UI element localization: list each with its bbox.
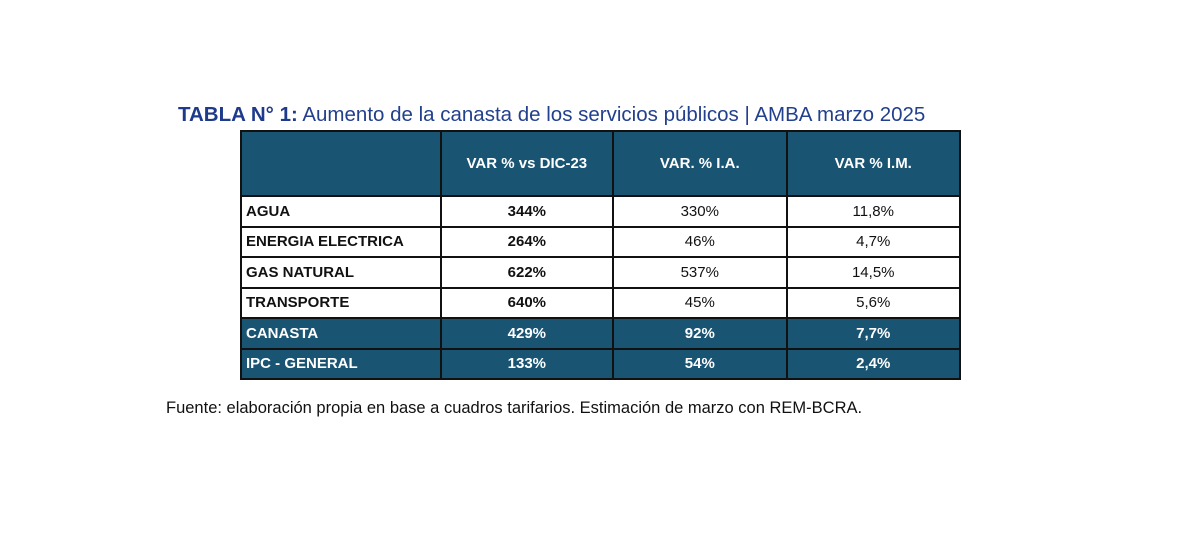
row-label: CANASTA — [240, 317, 442, 350]
source-note: Fuente: elaboración propia en base a cua… — [166, 399, 863, 417]
header-row: VAR % vs DIC-23 VAR. % I.A. VAR % I.M. — [240, 130, 961, 197]
table-cell: 92% — [612, 317, 788, 350]
table-row: GAS NATURAL 622% 537% 14,5% — [240, 256, 961, 289]
table-cell: 344% — [439, 195, 615, 228]
table-cell: 133% — [439, 347, 615, 380]
table-cell: 5,6% — [785, 286, 961, 319]
table-cell: 46% — [612, 225, 788, 258]
table-cell: 264% — [439, 225, 615, 258]
table-title: TABLA N° 1: Aumento de la canasta de los… — [178, 103, 925, 127]
column-header — [240, 130, 442, 197]
row-label: TRANSPORTE — [240, 286, 442, 319]
services-table: VAR % vs DIC-23 VAR. % I.A. VAR % I.M. AGU… — [240, 130, 961, 380]
column-header: VAR % I.M. — [785, 130, 961, 197]
table-cell: 330% — [612, 195, 788, 228]
table-cell: 7,7% — [785, 317, 961, 350]
table-cell: 11,8% — [785, 195, 961, 228]
table-row: ENERGIA ELECTRICA 264% 46% 4,7% — [240, 225, 961, 258]
table-row: TRANSPORTE 640% 45% 5,6% — [240, 286, 961, 319]
table-cell: 4,7% — [785, 225, 961, 258]
table-cell: 640% — [439, 286, 615, 319]
table-cell: 14,5% — [785, 256, 961, 289]
table-cell: 54% — [612, 347, 788, 380]
table-cell: 429% — [439, 317, 615, 350]
row-label: AGUA — [240, 195, 442, 228]
table-cell: 537% — [612, 256, 788, 289]
table-row: CANASTA 429% 92% 7,7% — [240, 317, 961, 350]
table-cell: 2,4% — [785, 347, 961, 380]
row-label: GAS NATURAL — [240, 256, 442, 289]
table-cell: 45% — [612, 286, 788, 319]
column-header: VAR. % I.A. — [612, 130, 788, 197]
column-header: VAR % vs DIC-23 — [439, 130, 615, 197]
row-label: IPC - GENERAL — [240, 347, 442, 380]
table-row: IPC - GENERAL 133% 54% 2,4% — [240, 347, 961, 380]
table-cell: 622% — [439, 256, 615, 289]
row-label: ENERGIA ELECTRICA — [240, 225, 442, 258]
table-number: TABLA N° 1: — [178, 103, 298, 126]
table-title-text: Aumento de la canasta de los servicios p… — [297, 103, 926, 126]
table-row: AGUA 344% 330% 11,8% — [240, 195, 961, 228]
